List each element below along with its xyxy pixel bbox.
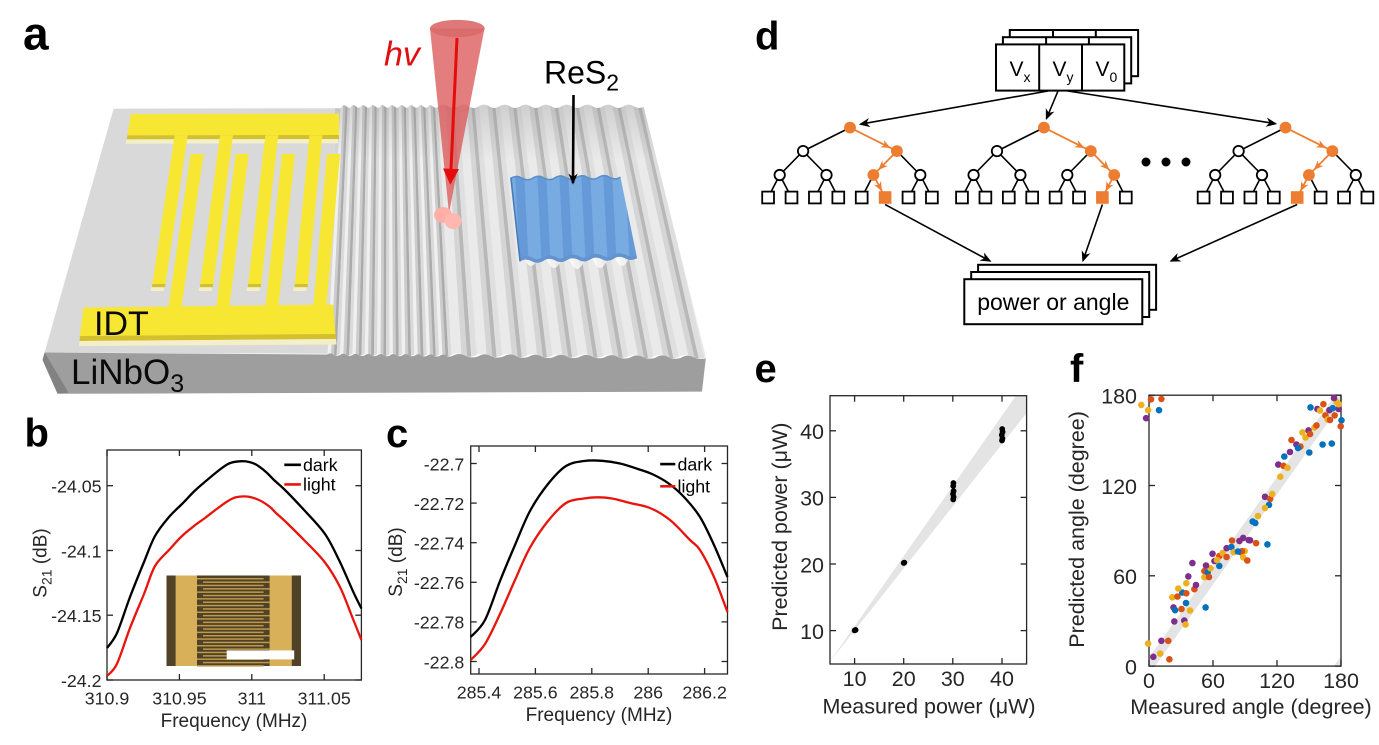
svg-text:286.2: 286.2 <box>682 683 727 703</box>
svg-text:60: 60 <box>1201 669 1225 693</box>
svg-text:ReS2: ReS2 <box>544 55 619 96</box>
svg-text:-24.1: -24.1 <box>61 541 102 561</box>
svg-text:-24.2: -24.2 <box>61 671 102 691</box>
svg-text:dark: dark <box>678 454 713 474</box>
svg-text:0: 0 <box>1125 655 1137 679</box>
svg-text:40: 40 <box>990 667 1014 691</box>
svg-text:20: 20 <box>800 553 824 577</box>
svg-text:285.4: 285.4 <box>457 683 502 703</box>
svg-text:S21 (dB): S21 (dB) <box>386 527 410 596</box>
svg-text:-22.74: -22.74 <box>414 534 465 554</box>
svg-text:dark: dark <box>303 455 338 475</box>
svg-text:Frequency (MHz): Frequency (MHz) <box>161 711 308 732</box>
svg-text:Frequency (MHz): Frequency (MHz) <box>526 705 673 726</box>
svg-text:c: c <box>386 412 408 456</box>
svg-text:120: 120 <box>1259 669 1295 693</box>
svg-text:IDT: IDT <box>94 305 149 343</box>
svg-text:e: e <box>755 347 777 391</box>
svg-text:20: 20 <box>892 667 916 691</box>
svg-text:a: a <box>23 8 49 60</box>
svg-text:-22.7: -22.7 <box>424 454 465 474</box>
svg-text:311: 311 <box>238 689 266 709</box>
svg-text:light: light <box>678 477 711 497</box>
svg-text:power or angle: power or angle <box>977 289 1129 315</box>
svg-text:light: light <box>303 475 336 495</box>
svg-text:Measured power (μW): Measured power (μW) <box>822 695 1035 719</box>
svg-text:180: 180 <box>1323 669 1359 693</box>
svg-text:Predicted power (μW): Predicted power (μW) <box>768 423 792 631</box>
svg-text:-24.05: -24.05 <box>51 477 102 497</box>
svg-text:b: b <box>25 412 49 456</box>
svg-text:-22.78: -22.78 <box>414 613 465 633</box>
svg-text:310.95: 310.95 <box>152 689 206 709</box>
svg-text:0: 0 <box>1143 669 1155 693</box>
svg-text:-24.15: -24.15 <box>51 606 102 626</box>
svg-text:180: 180 <box>1101 384 1137 408</box>
svg-text:286: 286 <box>633 683 663 703</box>
svg-text:285.6: 285.6 <box>513 683 558 703</box>
svg-text:310.9: 310.9 <box>85 689 130 709</box>
svg-text:120: 120 <box>1101 475 1137 499</box>
svg-text:30: 30 <box>941 667 965 691</box>
svg-text:d: d <box>755 14 779 58</box>
svg-text:Predicted angle (degree): Predicted angle (degree) <box>1065 411 1089 648</box>
svg-text:-22.76: -22.76 <box>414 573 465 593</box>
svg-text:60: 60 <box>1113 565 1137 589</box>
svg-text:S21 (dB): S21 (dB) <box>31 528 55 597</box>
svg-text:-22.8: -22.8 <box>424 652 465 672</box>
svg-text:hv: hv <box>384 36 422 74</box>
svg-text:LiNbO3: LiNbO3 <box>71 353 184 398</box>
svg-text:f: f <box>1070 347 1084 391</box>
svg-text:Measured angle (degree): Measured angle (degree) <box>1130 695 1371 719</box>
svg-text:30: 30 <box>800 487 824 511</box>
svg-text:10: 10 <box>843 667 867 691</box>
svg-text:311.05: 311.05 <box>298 689 351 709</box>
svg-text:-22.72: -22.72 <box>414 494 464 514</box>
svg-text:285.8: 285.8 <box>570 683 615 703</box>
svg-text:40: 40 <box>800 420 824 444</box>
svg-text:10: 10 <box>800 620 824 644</box>
